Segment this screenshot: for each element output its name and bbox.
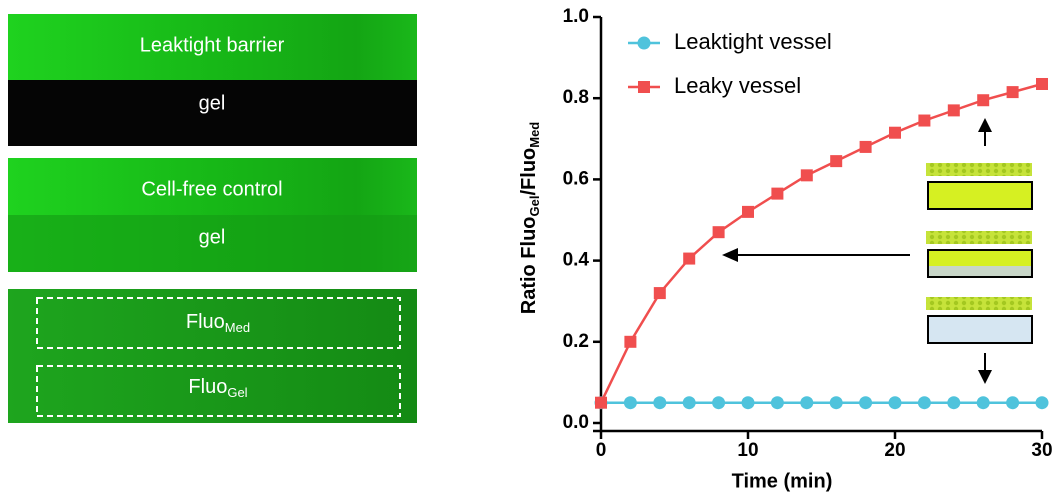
marker — [800, 396, 814, 410]
marker — [918, 114, 931, 127]
y-tick-label: 1.0 — [563, 6, 589, 27]
box-sub: Gel — [227, 385, 247, 400]
marker — [624, 335, 637, 348]
marker — [1035, 396, 1049, 410]
x-tick-label: 20 — [884, 440, 905, 461]
marker — [771, 187, 784, 200]
marker — [947, 396, 961, 410]
panel-label: Leaktight barrier — [140, 34, 285, 56]
box-label: FluoGel — [188, 376, 247, 400]
box-text: Fluo — [186, 311, 225, 333]
box-label: FluoMed — [186, 311, 250, 335]
box-sub: Med — [225, 320, 250, 335]
legend-label: Leaky vessel — [674, 73, 801, 98]
marker — [917, 396, 931, 410]
panel-sublabel: gel — [199, 92, 226, 114]
x-tick-label: 10 — [737, 440, 758, 461]
y-tick-label: 0.0 — [563, 412, 589, 433]
y-title-part: Ratio Fluo — [518, 216, 540, 314]
marker — [742, 205, 754, 218]
y-title-sub: Med — [527, 122, 542, 148]
marker — [976, 396, 990, 410]
y-axis-title: Ratio FluoGel/FluoMed — [518, 122, 542, 315]
marker — [653, 287, 666, 300]
x-tick-label: 0 — [596, 440, 607, 461]
y-tick-label: 0.8 — [563, 87, 589, 108]
box-text: Fluo — [188, 376, 227, 398]
marker — [653, 396, 667, 410]
panel-2: Cell-free control gel — [8, 158, 417, 272]
marker — [829, 396, 843, 410]
marker — [637, 36, 651, 50]
marker — [623, 396, 637, 410]
y-tick-label: 0.6 — [563, 168, 589, 189]
y-title-part: /Fluo — [518, 148, 540, 196]
marker — [741, 396, 755, 410]
marker — [682, 396, 696, 410]
panel-1: Leaktight barrier gel — [8, 14, 417, 146]
panel-3: FluoMed FluoGel — [8, 289, 417, 423]
marker — [712, 396, 726, 410]
legend-label: Leaktight vessel — [674, 29, 832, 54]
marker — [638, 81, 650, 93]
panel-label: Cell-free control — [141, 178, 282, 200]
series-line — [599, 82, 1043, 404]
marker — [770, 396, 784, 410]
marker — [1006, 396, 1020, 410]
marker — [888, 396, 902, 410]
marker — [859, 140, 872, 153]
inset-diagrams — [722, 118, 1033, 384]
marker — [1006, 86, 1019, 99]
marker — [889, 126, 901, 139]
y-title-sub: Gel — [527, 196, 542, 217]
marker — [712, 226, 725, 239]
marker — [859, 396, 873, 410]
marker — [830, 155, 843, 168]
marker — [683, 252, 696, 265]
marker — [800, 169, 813, 182]
y-tick-label: 0.2 — [563, 331, 589, 352]
y-tick-label: 0.4 — [563, 250, 590, 271]
marker — [595, 396, 607, 409]
marker — [947, 104, 960, 117]
x-axis-title: Time (min) — [732, 470, 833, 492]
marker — [977, 94, 990, 107]
marker — [1036, 77, 1048, 90]
panel-sublabel: gel — [199, 226, 226, 248]
x-tick-label: 30 — [1031, 440, 1052, 461]
